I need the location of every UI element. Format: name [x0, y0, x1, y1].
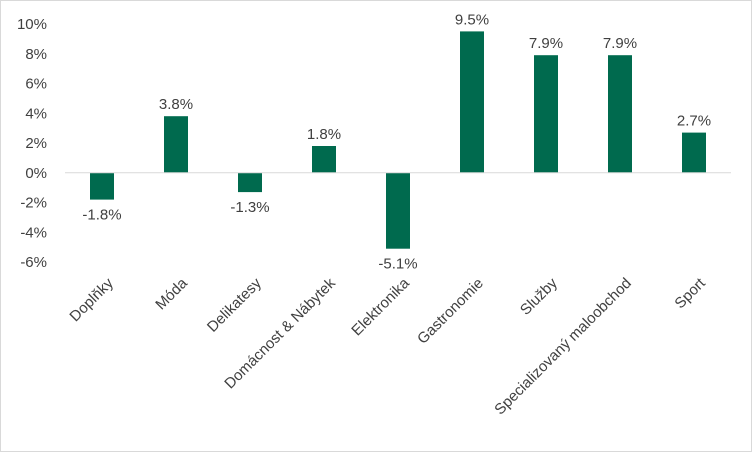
- bars: [90, 31, 706, 249]
- data-label: 7.9%: [603, 35, 637, 52]
- data-label: 3.8%: [159, 96, 193, 113]
- data-label: 1.8%: [307, 126, 341, 143]
- bar: [164, 116, 188, 173]
- category-label: Doplňky: [66, 274, 117, 325]
- y-tick-label: -2%: [20, 195, 47, 212]
- category-label: Specializovaný maloobchod: [491, 275, 635, 419]
- data-label: 2.7%: [677, 113, 711, 130]
- data-label: -1.8%: [82, 207, 121, 224]
- y-tick-label: 10%: [17, 16, 47, 33]
- bar: [608, 55, 632, 173]
- data-labels: -1.8% 3.8% -1.3% 1.8% -5.1% 9.5% 7.9% 7.9% 2.7%: [82, 11, 711, 272]
- category-label: Gastronomie: [414, 275, 487, 348]
- bar: [312, 146, 336, 173]
- bar: [90, 172, 114, 200]
- bar: [682, 132, 706, 173]
- y-tick-label: -4%: [20, 224, 47, 241]
- data-label: -5.1%: [378, 256, 417, 273]
- y-tick-label: -6%: [20, 254, 47, 271]
- bar: [460, 31, 484, 173]
- data-label: 9.5%: [455, 11, 489, 28]
- category-label: Sport: [671, 274, 709, 312]
- category-label: Móda: [152, 274, 191, 313]
- category-label: Služby: [517, 274, 561, 318]
- y-axis-tick-labels: 10% 8% 6% 4% 2% 0% -2% -4% -6%: [17, 16, 47, 271]
- y-tick-label: 2%: [25, 135, 47, 152]
- data-label: 7.9%: [529, 35, 563, 52]
- bar: [238, 172, 262, 193]
- bar: [386, 172, 410, 249]
- y-tick-label: 8%: [25, 46, 47, 63]
- bar: [534, 55, 558, 173]
- category-label: Elektronika: [348, 274, 413, 339]
- category-label: Delikatesy: [204, 274, 265, 335]
- y-tick-label: 4%: [25, 105, 47, 122]
- data-label: -1.3%: [230, 199, 269, 216]
- y-tick-label: 6%: [25, 76, 47, 93]
- y-tick-label: 0%: [25, 165, 47, 182]
